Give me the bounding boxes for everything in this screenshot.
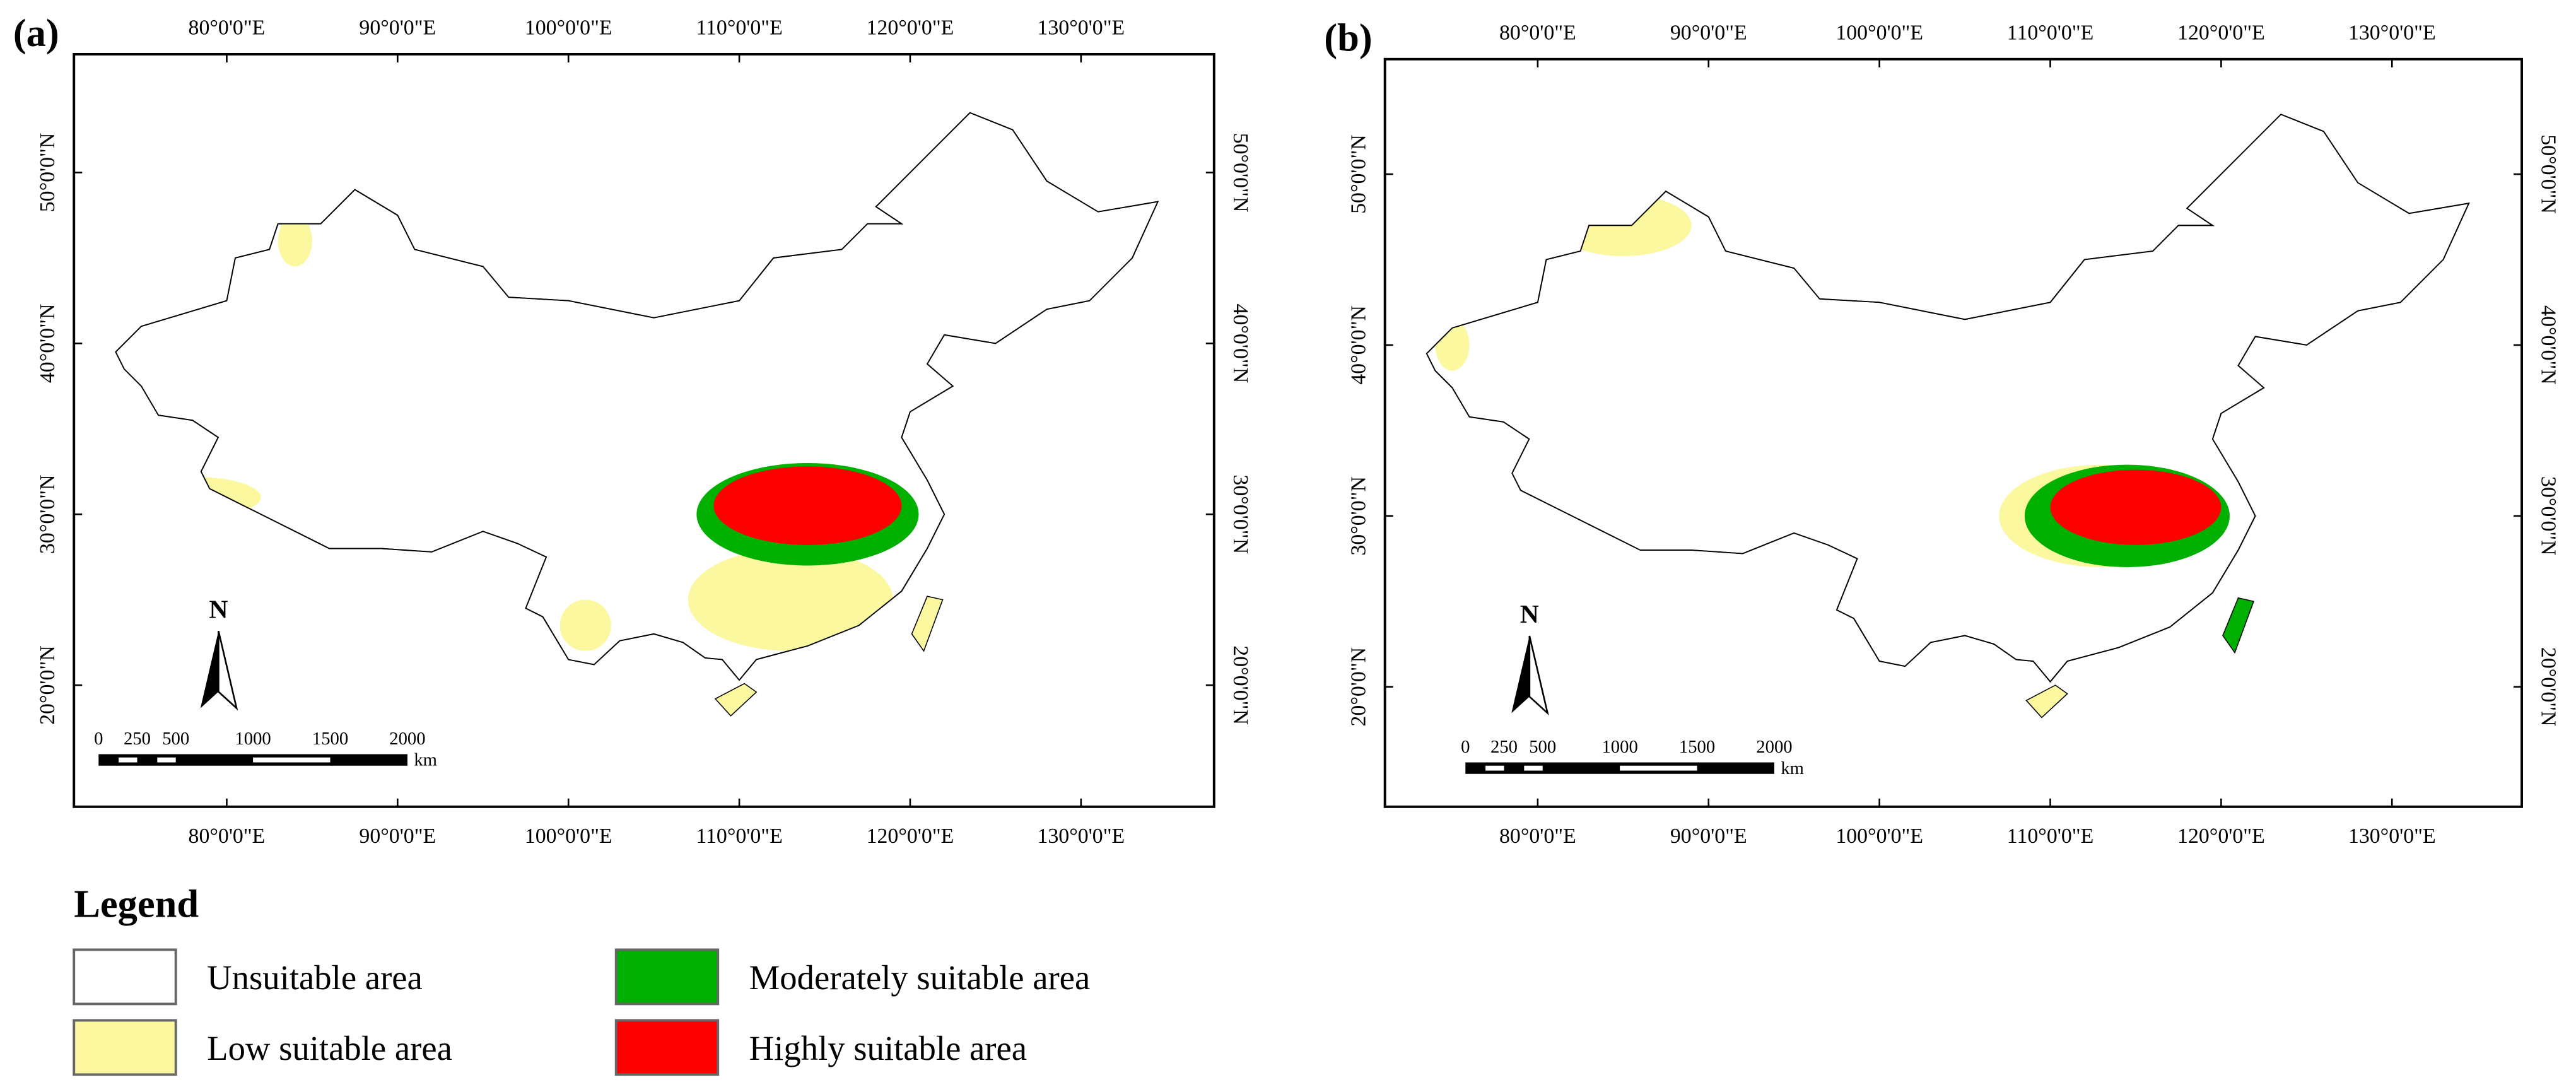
lon-label: 120°0'0"E (867, 16, 954, 40)
province-boundaries (115, 112, 1159, 681)
suitability-zone (559, 599, 611, 651)
lat-label: 40°0'0"N (1347, 305, 1370, 385)
lon-label: 90°0'0"E (359, 825, 436, 848)
suitability-layer (1435, 194, 2230, 568)
suitability-zone (688, 548, 893, 651)
lon-label: 110°0'0"E (2007, 21, 2093, 45)
lon-label: 80°0'0"E (189, 825, 266, 848)
scale-bar-segment (1524, 765, 1543, 771)
island (2025, 684, 2068, 719)
panel-label: (b) (1324, 16, 1372, 60)
lat-label: 50°0'0"N (2536, 134, 2560, 214)
scale-bar-segment (119, 757, 138, 763)
lat-label: 30°0'0"N (1347, 476, 1370, 556)
lat-label: 20°0'0"N (1229, 645, 1252, 725)
lon-label: 90°0'0"E (359, 16, 436, 40)
scale-bar-segment (1620, 765, 1697, 771)
scale-bar-segment (253, 757, 331, 763)
lon-label: 80°0'0"E (1499, 825, 1576, 848)
lat-label: 50°0'0"N (1347, 134, 1370, 214)
scale-unit: km (1781, 758, 1804, 778)
north-label: N (1520, 600, 1539, 629)
lat-label: 50°0'0"N (36, 133, 59, 213)
legend-label: Unsuitable area (207, 958, 423, 997)
lon-label: 90°0'0"E (1670, 21, 1747, 45)
legend-label: Moderately suitable area (749, 958, 1091, 997)
province-boundaries (1426, 114, 2470, 683)
lon-label: 100°0'0"E (1835, 21, 1923, 45)
scale-label: 0 (94, 729, 103, 749)
suitability-zone (713, 466, 902, 545)
lat-label: 40°0'0"N (1229, 304, 1252, 384)
scale-label: 1500 (312, 729, 348, 749)
lat-label: 20°0'0"N (36, 645, 59, 725)
lon-label: 100°0'0"E (525, 16, 612, 40)
legend-swatch (73, 1019, 177, 1076)
legend-swatch (614, 948, 720, 1006)
north-label: N (209, 595, 228, 624)
legend-label: Low suitable area (207, 1029, 452, 1067)
island (2222, 597, 2255, 654)
scale-label: 2000 (389, 729, 425, 749)
lon-label: 120°0'0"E (2177, 21, 2265, 45)
island (714, 683, 758, 717)
lon-label: 80°0'0"E (189, 16, 266, 40)
legend-title: Legend (74, 881, 199, 925)
scale-bar-segment (1485, 765, 1504, 771)
lon-label: 120°0'0"E (867, 825, 954, 848)
scale-unit: km (414, 750, 437, 770)
scale-label: 500 (162, 729, 189, 749)
lon-label: 130°0'0"E (1037, 16, 1125, 40)
lat-label: 40°0'0"N (2536, 305, 2560, 385)
scale-label: 1000 (1601, 737, 1637, 757)
scale-label: 2000 (1756, 737, 1792, 757)
scale-label: 1500 (1679, 737, 1715, 757)
lon-label: 130°0'0"E (2348, 21, 2436, 45)
lat-label: 20°0'0"N (1347, 647, 1370, 727)
scale-bar-segment (157, 757, 176, 763)
scale-label: 250 (124, 729, 151, 749)
lon-label: 90°0'0"E (1670, 825, 1747, 848)
lon-label: 110°0'0"E (696, 825, 782, 848)
lon-label: 110°0'0"E (696, 16, 782, 40)
panel-label: (a) (13, 11, 59, 55)
lon-label: 100°0'0"E (1835, 825, 1923, 848)
lat-label: 20°0'0"N (2536, 647, 2560, 727)
legend-swatch (73, 948, 177, 1006)
island (911, 596, 944, 652)
lon-label: 100°0'0"E (525, 825, 612, 848)
north-arrow (218, 630, 238, 711)
lat-label: 30°0'0"N (1229, 474, 1252, 554)
lon-label: 130°0'0"E (2348, 825, 2436, 848)
lon-label: 110°0'0"E (2007, 825, 2093, 848)
lat-label: 50°0'0"N (1229, 133, 1252, 213)
lat-label: 30°0'0"N (36, 474, 59, 554)
suitability-zone (2050, 469, 2222, 545)
scale-label: 250 (1490, 737, 1518, 757)
legend-swatch (614, 1019, 720, 1076)
legend-label: Highly suitable area (749, 1029, 1027, 1067)
scale-label: 1000 (235, 729, 271, 749)
scale-label: 500 (1529, 737, 1556, 757)
north-arrow (1528, 635, 1549, 716)
lon-label: 120°0'0"E (2177, 825, 2265, 848)
lon-label: 130°0'0"E (1037, 825, 1125, 848)
suitability-zone (278, 215, 312, 267)
lat-label: 30°0'0"N (2536, 476, 2560, 556)
lat-label: 40°0'0"N (36, 304, 59, 384)
lon-label: 80°0'0"E (1499, 21, 1576, 45)
scale-label: 0 (1461, 737, 1470, 757)
